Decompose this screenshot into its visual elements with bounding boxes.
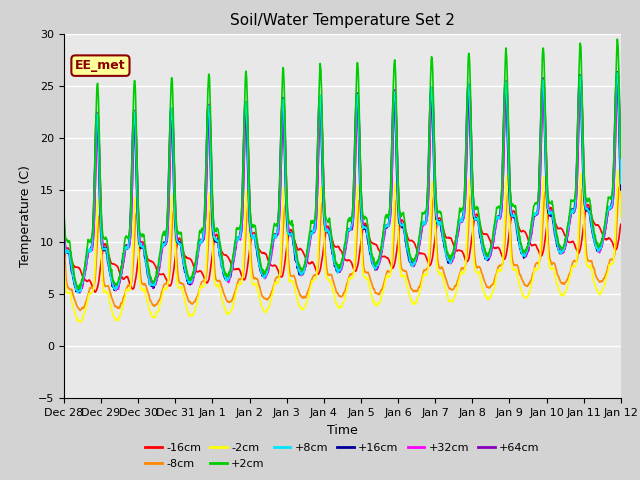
Title: Soil/Water Temperature Set 2: Soil/Water Temperature Set 2 <box>230 13 455 28</box>
Y-axis label: Temperature (C): Temperature (C) <box>19 165 33 267</box>
X-axis label: Time: Time <box>327 424 358 437</box>
Text: EE_met: EE_met <box>75 59 126 72</box>
Legend: -16cm, -8cm, -2cm, +2cm, +8cm, +16cm, +32cm, +64cm: -16cm, -8cm, -2cm, +2cm, +8cm, +16cm, +3… <box>141 439 544 473</box>
